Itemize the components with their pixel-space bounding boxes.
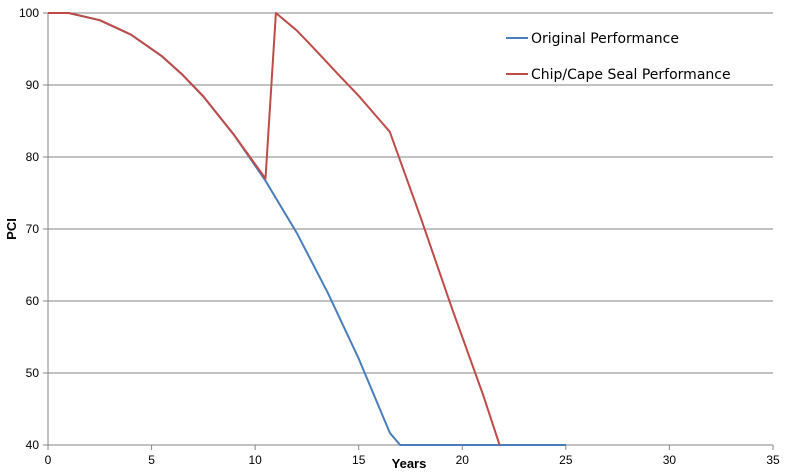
legend-label: Original Performance xyxy=(531,31,679,47)
legend-label: Chip/Cape Seal Performance xyxy=(531,67,731,83)
x-tick-label: 10 xyxy=(248,453,262,467)
grid-lines xyxy=(48,12,773,374)
y-tick-label: 90 xyxy=(26,78,40,92)
y-tick-label: 40 xyxy=(26,438,40,452)
y-tick-label: 60 xyxy=(26,294,40,308)
x-tick-labels: 0 5 10 15 20 25 30 35 xyxy=(45,453,780,467)
series-line-chip-cape-seal-performance xyxy=(48,12,501,446)
x-tick-label: 15 xyxy=(352,453,366,467)
x-tick-label: 20 xyxy=(456,453,470,467)
x-axis-title: Years xyxy=(392,456,427,471)
legend: Original Performance Chip/Cape Seal Perfo… xyxy=(506,31,731,83)
x-tick-label: 35 xyxy=(766,453,780,467)
y-tick-label: 80 xyxy=(26,150,40,164)
y-tick-labels: 40 50 60 70 80 90 100 xyxy=(19,6,39,452)
y-axis-title: PCI xyxy=(4,218,19,240)
y-tick-label: 50 xyxy=(26,366,40,380)
x-tick-label: 5 xyxy=(148,453,155,467)
x-tick-label: 0 xyxy=(45,453,52,467)
y-tick-label: 70 xyxy=(26,222,40,236)
series-lines xyxy=(48,12,566,446)
x-tick-label: 30 xyxy=(663,453,677,467)
x-tick-label: 25 xyxy=(559,453,573,467)
y-tick-label: 100 xyxy=(19,6,39,20)
